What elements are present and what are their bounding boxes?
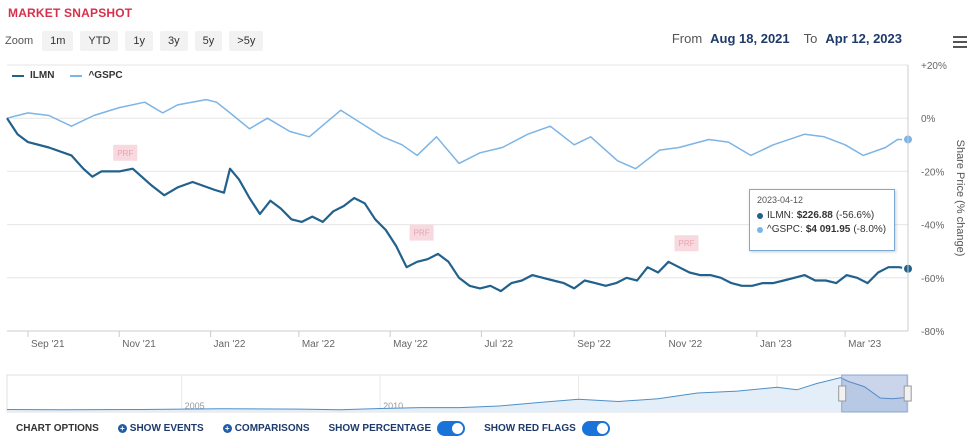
legend-item-ilmn[interactable]: ILMN — [12, 70, 54, 81]
red-flag-label: PRF — [678, 239, 694, 248]
plus-icon: + — [222, 424, 232, 433]
show-percentage-toggle[interactable] — [437, 421, 466, 436]
y-tick-label: -60% — [921, 274, 944, 285]
red-flag-label: PRF — [117, 149, 133, 158]
red-flag-marker — [113, 144, 138, 161]
menu-icon-bar — [953, 46, 967, 48]
x-tick-label: Jul '22 — [484, 339, 513, 350]
tooltip-value-ilmn: $226.88 — [796, 210, 833, 221]
price-chart: PRF PRF PRF +20% 0% -20% -40% -60% -80% Sep '21 N… — [6, 61, 966, 413]
legend-label-gspc: ^GSPC — [88, 70, 123, 81]
show-events-label: SHOW EVENTS — [129, 423, 204, 434]
toggle-knob — [596, 423, 608, 434]
chart-tooltip: 2023-04-12 ILMN: $226.88 (-56.6%) ^GSPC:… — [749, 189, 895, 251]
date-range: From Aug 18, 2021 To Apr 12, 2023 — [672, 31, 902, 46]
show-red-flags-label: SHOW RED FLAGS — [484, 423, 576, 434]
y-axis-title: Share Price (% change) — [954, 140, 966, 257]
y-tick-label: -80% — [921, 327, 944, 338]
x-tick-label: Mar '23 — [848, 339, 881, 350]
navigator-handle-left — [838, 385, 847, 402]
y-tick-label: 0% — [921, 114, 936, 125]
navigator-tick-label: 2010 — [383, 401, 403, 411]
tooltip-dot-ilmn — [757, 212, 763, 219]
zoom-button-1y[interactable]: 1y — [125, 31, 154, 51]
x-tick-label: Nov '22 — [669, 339, 703, 350]
x-tick-label: May '22 — [393, 339, 428, 350]
chart-legend: ILMN ^GSPC — [12, 70, 139, 81]
to-label: To — [803, 31, 818, 46]
menu-icon-bar — [953, 41, 967, 43]
zoom-controls: Zoom 1m YTD 1y 3y 5y >5y — [5, 31, 270, 51]
page-title: MARKET SNAPSHOT — [8, 6, 133, 20]
series-line-ilmn — [6, 117, 909, 293]
show-percentage-label: SHOW PERCENTAGE — [328, 423, 432, 434]
to-date-input[interactable]: Apr 12, 2023 — [825, 31, 902, 46]
navigator[interactable]: 2005201020152020 — [6, 374, 912, 413]
zoom-button-max[interactable]: >5y — [229, 31, 264, 51]
show-red-flags-option: SHOW RED FLAGS — [484, 421, 610, 436]
tooltip-row-gspc: ^GSPC: $4 091.95 (-8.0%) — [757, 224, 887, 235]
y-tick-label: -20% — [921, 167, 944, 178]
tooltip-row-ilmn: ILMN: $226.88 (-56.6%) — [757, 210, 887, 221]
zoom-label: Zoom — [5, 35, 34, 47]
legend-line-gspc — [70, 74, 83, 77]
x-tick-label: Mar '22 — [302, 339, 335, 350]
tooltip-date: 2023-04-12 — [757, 195, 804, 205]
zoom-button-ytd[interactable]: YTD — [80, 31, 119, 51]
chart-options-bar: CHART OPTIONS + SHOW EVENTS + COMPARISON… — [0, 416, 975, 441]
tooltip-name-ilmn: ILMN — [767, 210, 791, 221]
show-percentage-option: SHOW PERCENTAGE — [329, 421, 466, 436]
from-label: From — [671, 31, 703, 46]
comparisons-label: COMPARISONS — [234, 423, 310, 434]
red-flag-label: PRF — [414, 229, 430, 238]
tooltip-change-gspc: (-8.0%) — [853, 224, 887, 235]
navigator-handle-right — [903, 385, 912, 402]
legend-item-gspc[interactable]: ^GSPC — [70, 70, 123, 81]
axes: +20% 0% -20% -40% -60% -80% Sep '21 Nov '21 Jan … — [7, 61, 947, 350]
red-flag-marker — [409, 224, 434, 241]
navigator-selection — [841, 374, 908, 413]
comparisons-button[interactable]: + COMPARISONS — [222, 423, 310, 434]
x-tick-label: Jan '23 — [760, 339, 792, 350]
toggle-knob — [452, 423, 464, 434]
hamburger-menu-icon[interactable] — [953, 36, 967, 48]
plus-icon: + — [117, 424, 127, 433]
menu-icon-bar — [953, 36, 967, 38]
show-events-button[interactable]: + SHOW EVENTS — [117, 423, 204, 434]
navigator-line — [6, 377, 909, 411]
legend-label-ilmn: ILMN — [30, 70, 55, 81]
red-flag-marker — [674, 235, 699, 252]
x-tick-label: Jan '22 — [214, 339, 246, 350]
series-line-gspc — [6, 98, 908, 170]
navigator-tick-label: 2005 — [185, 401, 205, 411]
navigator-area — [7, 377, 908, 412]
x-tick-label: Sep '21 — [31, 339, 65, 350]
x-tick-label: Sep '22 — [577, 339, 611, 350]
y-tick-label: +20% — [921, 61, 947, 72]
tooltip-dot-gspc — [757, 226, 763, 233]
tooltip-change-ilmn: (-56.6%) — [835, 210, 875, 221]
series-lines — [6, 98, 914, 293]
chart-options-title: CHART OPTIONS — [16, 423, 99, 434]
tooltip-value-gspc: $4 091.95 — [805, 224, 851, 235]
red-flags: PRF PRF PRF — [113, 144, 699, 252]
from-date-input[interactable]: Aug 18, 2021 — [710, 31, 790, 46]
show-red-flags-toggle[interactable] — [581, 421, 610, 436]
zoom-button-3y[interactable]: 3y — [160, 31, 188, 51]
tooltip-name-gspc: ^GSPC — [767, 224, 801, 235]
zoom-button-1m[interactable]: 1m — [42, 31, 74, 51]
y-tick-label: -40% — [921, 221, 944, 232]
zoom-button-5y[interactable]: 5y — [194, 31, 223, 51]
legend-line-ilmn — [12, 74, 24, 77]
x-tick-label: Nov '21 — [122, 339, 156, 350]
